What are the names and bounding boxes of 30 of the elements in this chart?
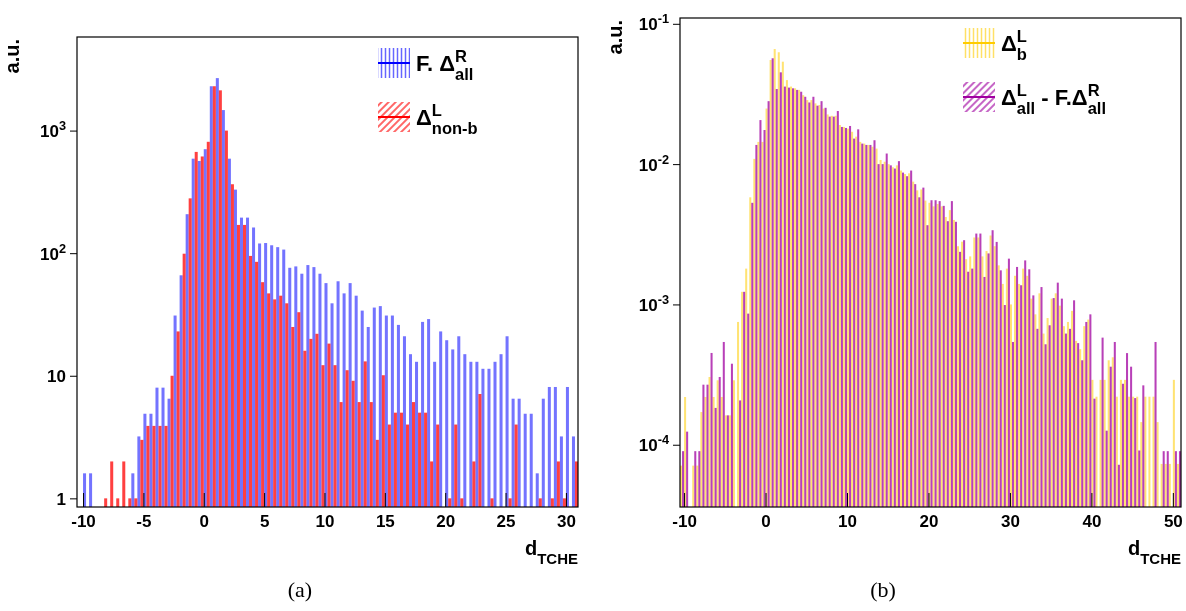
y-tick-label: 10$^{-2}$ <box>638 151 669 175</box>
x-tick-label: 20 <box>919 512 939 532</box>
y-tick-label: 1 <box>56 489 66 509</box>
x-tick-label: 20 <box>436 512 456 532</box>
x-tick-label: 10 <box>838 512 857 532</box>
x-axis-title: d$_{TCHE}$ <box>1127 537 1181 567</box>
x-tick-label: 40 <box>1082 512 1102 532</box>
x-tick-label: 15 <box>375 512 395 532</box>
y-tick-label: 10$^{3}$ <box>39 117 66 142</box>
x-tick-label: 25 <box>496 512 516 532</box>
x-tick-label: 10 <box>315 512 335 532</box>
y-axis-title: a.u. <box>604 20 626 55</box>
text: (b) <box>870 577 896 602</box>
x-tick-label: -10 <box>672 512 697 532</box>
x-axis-title: d$_{TCHE}$ <box>524 537 578 567</box>
text: (a) <box>287 577 313 602</box>
y-tick-label: 10$^{-1}$ <box>638 10 669 35</box>
y-tick-label: 10$^{-4}$ <box>638 431 670 456</box>
x-tick-label: 5 <box>259 512 270 532</box>
y-tick-label: 10 <box>47 367 66 387</box>
x-tick-label: 30 <box>1000 512 1020 532</box>
y-tick-label: 10$^{2}$ <box>39 240 66 264</box>
x-tick-label: -5 <box>136 512 152 532</box>
x-tick-label: 50 <box>1163 512 1183 532</box>
y-tick-label: 10$^{-3}$ <box>638 291 669 315</box>
x-tick-label: 30 <box>556 512 576 532</box>
x-tick-label: -10 <box>71 512 96 532</box>
x-tick-label: 0 <box>199 512 209 532</box>
x-tick-label: 0 <box>761 512 771 532</box>
y-axis-title: a.u. <box>1 39 23 74</box>
